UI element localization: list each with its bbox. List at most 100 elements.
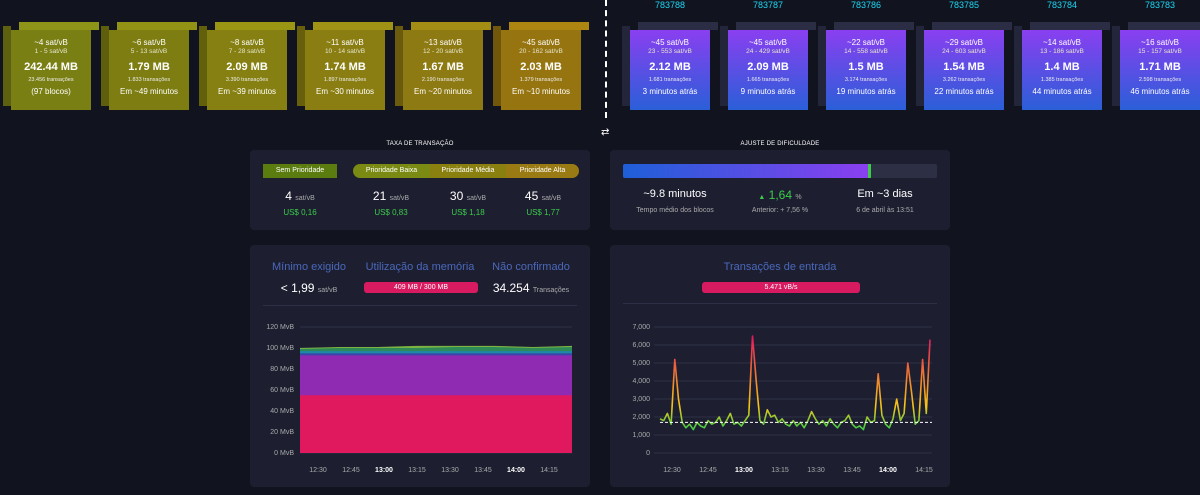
memory-usage-title: Utilização da memória <box>365 261 475 273</box>
block-size: 1.67 MB <box>422 61 464 73</box>
block-side <box>493 26 501 106</box>
mempool-divider <box>605 0 607 118</box>
fee-usd-none: US$ 0,16 <box>283 208 317 217</box>
mined-block[interactable]: 783787 ~45 sat/vB 24 - 429 sat/vB 2.09 MB 1.… <box>720 0 816 110</box>
block-top <box>313 22 393 30</box>
y-tick-label: 1,000 <box>632 432 650 439</box>
difficulty-progress-marker <box>867 164 871 178</box>
block-top <box>215 22 295 30</box>
block-median-fee: ~29 sat/vB <box>944 38 984 47</box>
block-face: ~14 sat/vB 13 - 186 sat/vB 1.4 MB 1.385 tra… <box>1022 30 1102 110</box>
block-tx-count: 2.598 transações <box>1138 77 1182 83</box>
mined-block[interactable]: 783783 ~16 sat/vB 15 - 157 sat/vB 1.71 MB 2.… <box>1112 0 1200 110</box>
block-height[interactable]: 783784 <box>1046 0 1078 10</box>
projected-block[interactable]: ~4 sat/vB 1 - 5 sat/vB 242.44 MB 23.456 tra… <box>3 22 99 110</box>
mined-block[interactable]: 783785 ~29 sat/vB 24 - 603 sat/vB 1.54 MB 3.… <box>916 0 1012 110</box>
block-face: ~22 sat/vB 14 - 558 sat/vB 1.5 MB 3.174 tra… <box>826 30 906 110</box>
projected-block[interactable]: ~11 sat/vB 10 - 14 sat/vB 1.74 MB 1.897 tra… <box>297 22 393 110</box>
block-median-fee: ~45 sat/vB <box>521 38 561 47</box>
block-median-fee: ~11 sat/vB <box>326 38 364 47</box>
block-tx-count: 3.174 transações <box>844 77 888 83</box>
block-top <box>1030 22 1110 30</box>
block-side <box>916 26 924 106</box>
x-tick-label: 14:00 <box>507 467 525 474</box>
block-top <box>117 22 197 30</box>
block-tx-count: 1.681 transações <box>648 77 692 83</box>
incoming-chart: 0 1,000 2,000 3,000 4,000 5,000 6,000 7,000 12:3… <box>632 324 932 474</box>
fees-title: TAXA DE TRANSAÇÃO <box>386 141 454 147</box>
block-height[interactable]: 783785 <box>948 0 980 10</box>
mempool-divider-line <box>263 305 577 306</box>
area-series-0 <box>300 395 572 453</box>
y-tick-label: 2,000 <box>632 414 650 421</box>
x-tick-label: 14:00 <box>879 467 897 474</box>
x-tick-label: 13:30 <box>807 467 825 474</box>
block-median-fee: ~45 sat/vB <box>748 38 788 47</box>
fee-label-none: Sem Prioridade <box>263 164 337 178</box>
block-fee-range: 24 - 603 sat/vB <box>942 48 986 55</box>
x-tick-label: 13:45 <box>474 467 492 474</box>
block-fee-range: 15 - 157 sat/vB <box>1138 48 1182 55</box>
block-time: 44 minutos atrás <box>1032 87 1092 96</box>
block-size: 1.54 MB <box>943 61 985 73</box>
projected-block[interactable]: ~6 sat/vB 5 - 13 sat/vB 1.79 MB 1.833 trans… <box>101 22 197 110</box>
block-fee-range: 20 - 162 sat/vB <box>519 48 563 55</box>
x-tick-label: 12:30 <box>663 467 681 474</box>
block-median-fee: ~13 sat/vB <box>423 38 463 47</box>
y-tick-label: 4,000 <box>632 378 650 385</box>
projected-block[interactable]: ~8 sat/vB 7 - 28 sat/vB 2.09 MB 3.390 trans… <box>199 22 295 110</box>
block-face: ~6 sat/vB 5 - 13 sat/vB 1.79 MB 1.833 trans… <box>109 30 189 110</box>
y-tick-label: 5,000 <box>632 360 650 367</box>
block-top <box>638 22 718 30</box>
block-fee-range: 5 - 13 sat/vB <box>130 48 168 55</box>
fee-usd-low: US$ 0,83 <box>374 208 408 217</box>
incoming-panel: Transações de entrada 5.471 vB/s 0 1,000 2… <box>610 245 950 487</box>
fee-value-high: 45 sat/vB <box>524 189 562 203</box>
block-tx-count: 1.665 transações <box>746 77 790 83</box>
y-tick-label: 120 MvB <box>266 324 294 331</box>
block-size: 1.71 MB <box>1139 61 1181 73</box>
block-time: (97 blocos) <box>31 87 71 96</box>
x-tick-label: 13:45 <box>843 467 861 474</box>
projected-block[interactable]: ~45 sat/vB 20 - 162 sat/vB 2.03 MB 1.379 tr… <box>493 22 589 110</box>
y-tick-label: 60 MvB <box>270 387 294 394</box>
y-tick-label: 6,000 <box>632 342 650 349</box>
block-height[interactable]: 783788 <box>654 0 686 10</box>
block-time: Em ~10 minutos <box>511 87 571 96</box>
difficulty-eta: Em ~3 dias <box>857 188 913 200</box>
difficulty-title: AJUSTE DE DIFICULDADE <box>740 141 820 147</box>
block-size: 2.09 MB <box>747 61 789 73</box>
x-tick-label: 12:45 <box>699 467 717 474</box>
block-height[interactable]: 783786 <box>850 0 882 10</box>
difficulty-panel: ~9.8 minutos Tempo médio dos blocos ▲ 1,… <box>610 150 950 230</box>
mined-block[interactable]: 783786 ~22 sat/vB 14 - 558 sat/vB 1.5 MB 3.1… <box>818 0 914 110</box>
block-tx-count: 23.456 transações <box>28 77 74 83</box>
block-top <box>1128 22 1200 30</box>
block-tx-count: 1.385 transações <box>1040 77 1084 83</box>
block-tx-count: 3.262 transações <box>942 77 986 83</box>
block-height[interactable]: 783783 <box>1144 0 1176 10</box>
avg-block-time-label: Tempo médio dos blocos <box>636 207 714 214</box>
mined-block[interactable]: 783784 ~14 sat/vB 13 - 186 sat/vB 1.4 MB 1.3… <box>1014 0 1110 110</box>
block-fee-range: 12 - 20 sat/vB <box>422 48 464 55</box>
y-tick-label: 0 MvB <box>274 450 294 457</box>
min-fee-value: < 1,99 sat/vB <box>280 281 338 295</box>
avg-block-time: ~9.8 minutos <box>643 188 707 200</box>
block-top <box>19 22 99 30</box>
block-height[interactable]: 783787 <box>752 0 784 10</box>
mined-block[interactable]: 783788 ~45 sat/vB 23 - 553 sat/vB 2.12 MB 1.… <box>622 0 718 110</box>
fee-label-low: Prioridade Baixa <box>353 164 430 178</box>
block-size: 242.44 MB <box>24 61 78 73</box>
block-top <box>736 22 816 30</box>
difficulty-previous: Anterior: + 7,56 % <box>751 207 809 214</box>
swap-icon[interactable]: ⇄ <box>601 127 610 138</box>
block-face: ~8 sat/vB 7 - 28 sat/vB 2.09 MB 3.390 trans… <box>207 30 287 110</box>
min-fee-title: Mínimo exigido <box>272 261 346 273</box>
fee-value-medium: 30 sat/vB <box>449 189 487 203</box>
block-side <box>101 26 109 106</box>
fee-label-high: Prioridade Alta <box>506 164 579 178</box>
y-tick-label: 80 MvB <box>270 366 294 373</box>
block-face: ~11 sat/vB 10 - 14 sat/vB 1.74 MB 1.897 tra… <box>305 30 385 110</box>
projected-block[interactable]: ~13 sat/vB 12 - 20 sat/vB 1.67 MB 2.190 tra… <box>395 22 491 110</box>
block-face: ~13 sat/vB 12 - 20 sat/vB 1.67 MB 2.190 tra… <box>403 30 483 110</box>
